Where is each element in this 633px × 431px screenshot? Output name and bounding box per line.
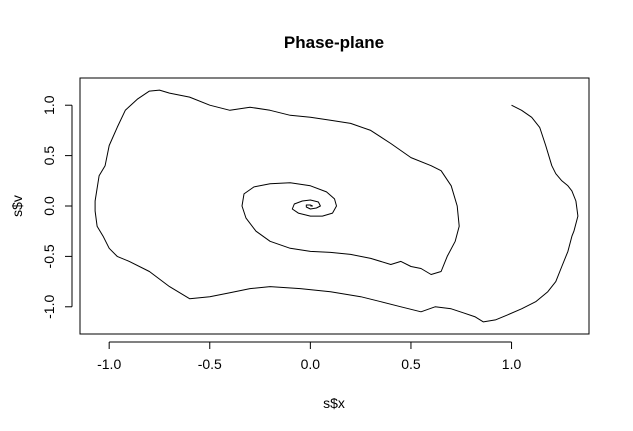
chart-title: Phase-plane bbox=[284, 33, 384, 52]
x-tick-label: -0.5 bbox=[198, 356, 222, 372]
plot-frame bbox=[79, 77, 590, 335]
x-tick-label: 1.0 bbox=[502, 356, 522, 372]
y-tick-label: 0.5 bbox=[41, 146, 57, 166]
y-tick-label: 1.0 bbox=[41, 95, 57, 115]
x-tick-label: 0.0 bbox=[301, 356, 321, 372]
y-tick-label: -0.5 bbox=[41, 244, 57, 268]
y-axis-ticks: -1.0 -0.5 0.0 0.5 1.0 bbox=[41, 95, 72, 319]
y-tick-label: -1.0 bbox=[41, 295, 57, 319]
x-tick-label: -1.0 bbox=[97, 356, 121, 372]
y-tick-label: 0.0 bbox=[41, 196, 57, 216]
x-axis-label: s$x bbox=[323, 395, 345, 411]
x-tick-label: 0.5 bbox=[401, 356, 421, 372]
trajectory-line bbox=[94, 89, 579, 323]
y-axis-label: s$v bbox=[9, 195, 25, 217]
x-axis-ticks: -1.0 -0.5 0.0 0.5 1.0 bbox=[97, 342, 521, 372]
